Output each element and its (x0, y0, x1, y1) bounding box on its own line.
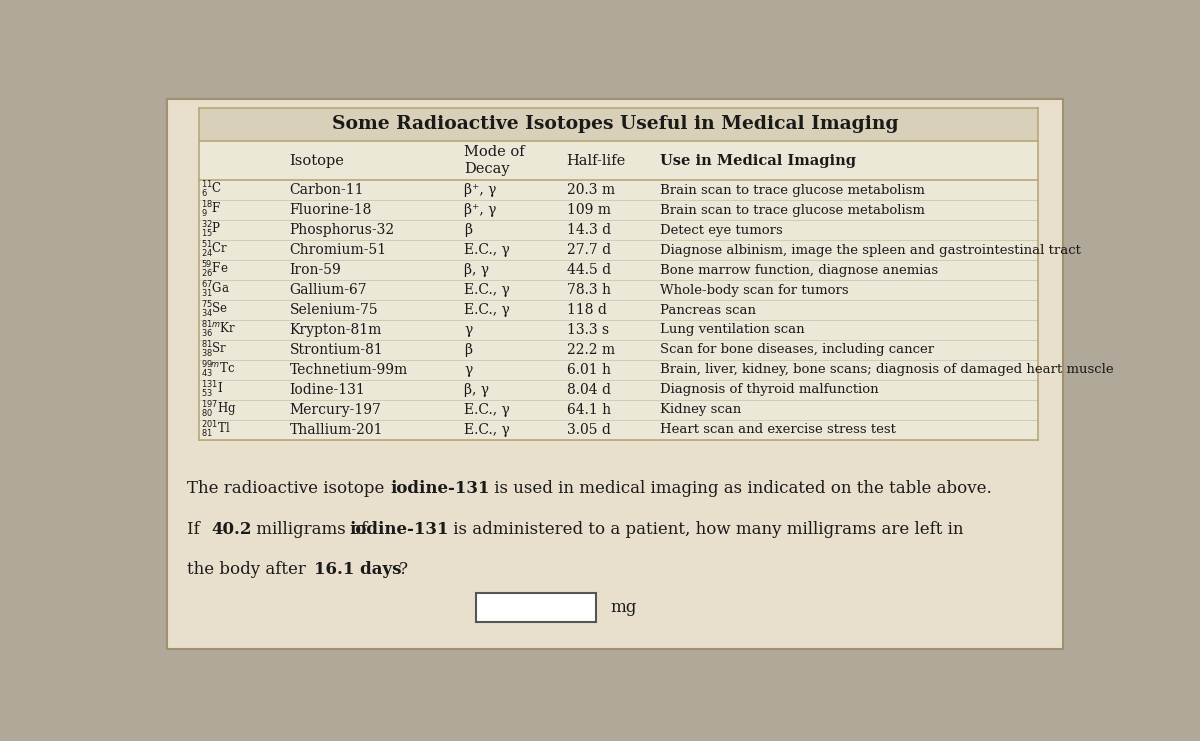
Text: Chromium-51: Chromium-51 (289, 243, 386, 257)
Text: 44.5 d: 44.5 d (566, 263, 611, 277)
Text: 40.2: 40.2 (211, 521, 252, 538)
Text: β, γ: β, γ (464, 383, 490, 397)
Text: Thallium-201: Thallium-201 (289, 423, 383, 437)
Text: Heart scan and exercise stress test: Heart scan and exercise stress test (660, 423, 895, 436)
Text: $^{131}_{53}$I: $^{131}_{53}$I (202, 380, 223, 400)
Text: Selenium-75: Selenium-75 (289, 303, 378, 317)
Text: Pancreas scan: Pancreas scan (660, 304, 756, 316)
Text: iodine-131: iodine-131 (391, 480, 491, 496)
Text: β⁺, γ: β⁺, γ (464, 203, 497, 217)
Text: Phosphorus-32: Phosphorus-32 (289, 223, 395, 237)
Text: 22.2 m: 22.2 m (566, 343, 614, 357)
Text: Carbon-11: Carbon-11 (289, 183, 364, 197)
Text: milligrams of: milligrams of (251, 521, 373, 538)
Text: Krypton-81m: Krypton-81m (289, 323, 382, 337)
Text: Iron-59: Iron-59 (289, 263, 341, 277)
Text: Fluorine-18: Fluorine-18 (289, 203, 372, 217)
Text: $^{81}_{38}$Sr: $^{81}_{38}$Sr (202, 340, 228, 360)
Text: $^{18}_{9}$F: $^{18}_{9}$F (202, 200, 222, 220)
Text: 16.1 days: 16.1 days (313, 561, 401, 578)
Text: $^{32}_{15}$P: $^{32}_{15}$P (202, 220, 222, 240)
Text: $^{197}_{80}$Hg: $^{197}_{80}$Hg (202, 400, 236, 420)
Text: $^{59}_{26}$Fe: $^{59}_{26}$Fe (202, 260, 229, 280)
Text: Isotope: Isotope (289, 154, 344, 167)
Text: The radioactive isotope: The radioactive isotope (187, 480, 390, 496)
Text: Decay: Decay (464, 162, 510, 176)
Text: 20.3 m: 20.3 m (566, 183, 614, 197)
Text: 27.7 d: 27.7 d (566, 243, 611, 257)
Text: E.C., γ: E.C., γ (464, 283, 510, 297)
Text: γ: γ (464, 323, 473, 337)
Text: Mode of: Mode of (464, 145, 524, 159)
Text: 13.3 s: 13.3 s (566, 323, 608, 337)
Text: Bone marrow function, diagnose anemias: Bone marrow function, diagnose anemias (660, 264, 937, 276)
Text: $^{75}_{34}$Se: $^{75}_{34}$Se (202, 300, 228, 320)
Text: 14.3 d: 14.3 d (566, 223, 611, 237)
Text: β: β (464, 343, 473, 357)
Text: Diagnose albinism, image the spleen and gastrointestinal tract: Diagnose albinism, image the spleen and … (660, 244, 1080, 256)
FancyBboxPatch shape (167, 99, 1063, 649)
Text: If: If (187, 521, 205, 538)
Text: β, γ: β, γ (464, 263, 490, 277)
Text: 64.1 h: 64.1 h (566, 403, 611, 417)
Bar (199, 108, 1038, 142)
Text: $^{51}_{24}$Cr: $^{51}_{24}$Cr (202, 240, 229, 260)
Text: Technetium-99m: Technetium-99m (289, 363, 408, 377)
Bar (199, 142, 1038, 440)
Text: Use in Medical Imaging: Use in Medical Imaging (660, 154, 856, 167)
Text: is used in medical imaging as indicated on the table above.: is used in medical imaging as indicated … (490, 480, 992, 496)
Text: E.C., γ: E.C., γ (464, 423, 510, 437)
Text: E.C., γ: E.C., γ (464, 403, 510, 417)
Text: 8.04 d: 8.04 d (566, 383, 611, 397)
Text: Iodine-131: Iodine-131 (289, 383, 365, 397)
Text: 6.01 h: 6.01 h (566, 363, 611, 377)
Bar (475, 593, 596, 622)
Text: Half-life: Half-life (566, 154, 626, 167)
Text: ?: ? (400, 561, 408, 578)
Text: the body after: the body after (187, 561, 311, 578)
Text: mg: mg (611, 599, 637, 616)
Text: Gallium-67: Gallium-67 (289, 283, 367, 297)
Text: $^{11}_{6}$C: $^{11}_{6}$C (202, 180, 222, 200)
Text: 109 m: 109 m (566, 203, 611, 217)
Text: is administered to a patient, how many milligrams are left in: is administered to a patient, how many m… (448, 521, 964, 538)
Text: $^{99m}_{43}$Tc: $^{99m}_{43}$Tc (202, 360, 235, 380)
Text: $^{67}_{31}$Ga: $^{67}_{31}$Ga (202, 280, 230, 300)
Text: Scan for bone diseases, including cancer: Scan for bone diseases, including cancer (660, 344, 934, 356)
Text: $^{81m}_{36}$Kr: $^{81m}_{36}$Kr (202, 320, 236, 340)
Text: 118 d: 118 d (566, 303, 606, 317)
Text: Brain scan to trace glucose metabolism: Brain scan to trace glucose metabolism (660, 184, 924, 196)
Text: Mercury-197: Mercury-197 (289, 403, 382, 417)
Text: E.C., γ: E.C., γ (464, 303, 510, 317)
Text: Brain scan to trace glucose metabolism: Brain scan to trace glucose metabolism (660, 204, 924, 216)
Text: β⁺, γ: β⁺, γ (464, 183, 497, 197)
Text: 78.3 h: 78.3 h (566, 283, 611, 297)
Text: Detect eye tumors: Detect eye tumors (660, 224, 782, 236)
Text: Brain, liver, kidney, bone scans; diagnosis of damaged heart muscle: Brain, liver, kidney, bone scans; diagno… (660, 363, 1114, 376)
Text: $^{201}_{81}$Tl: $^{201}_{81}$Tl (202, 420, 230, 440)
Text: Diagnosis of thyroid malfunction: Diagnosis of thyroid malfunction (660, 383, 878, 396)
Text: β: β (464, 223, 473, 237)
Text: 3.05 d: 3.05 d (566, 423, 611, 437)
Text: Kidney scan: Kidney scan (660, 403, 740, 416)
Text: γ: γ (464, 363, 473, 377)
Text: E.C., γ: E.C., γ (464, 243, 510, 257)
Text: Lung ventilation scan: Lung ventilation scan (660, 324, 804, 336)
Text: Some Radioactive Isotopes Useful in Medical Imaging: Some Radioactive Isotopes Useful in Medi… (331, 115, 899, 133)
Text: Whole-body scan for tumors: Whole-body scan for tumors (660, 284, 848, 296)
Text: iodine-131: iodine-131 (349, 521, 449, 538)
Text: Strontium-81: Strontium-81 (289, 343, 383, 357)
